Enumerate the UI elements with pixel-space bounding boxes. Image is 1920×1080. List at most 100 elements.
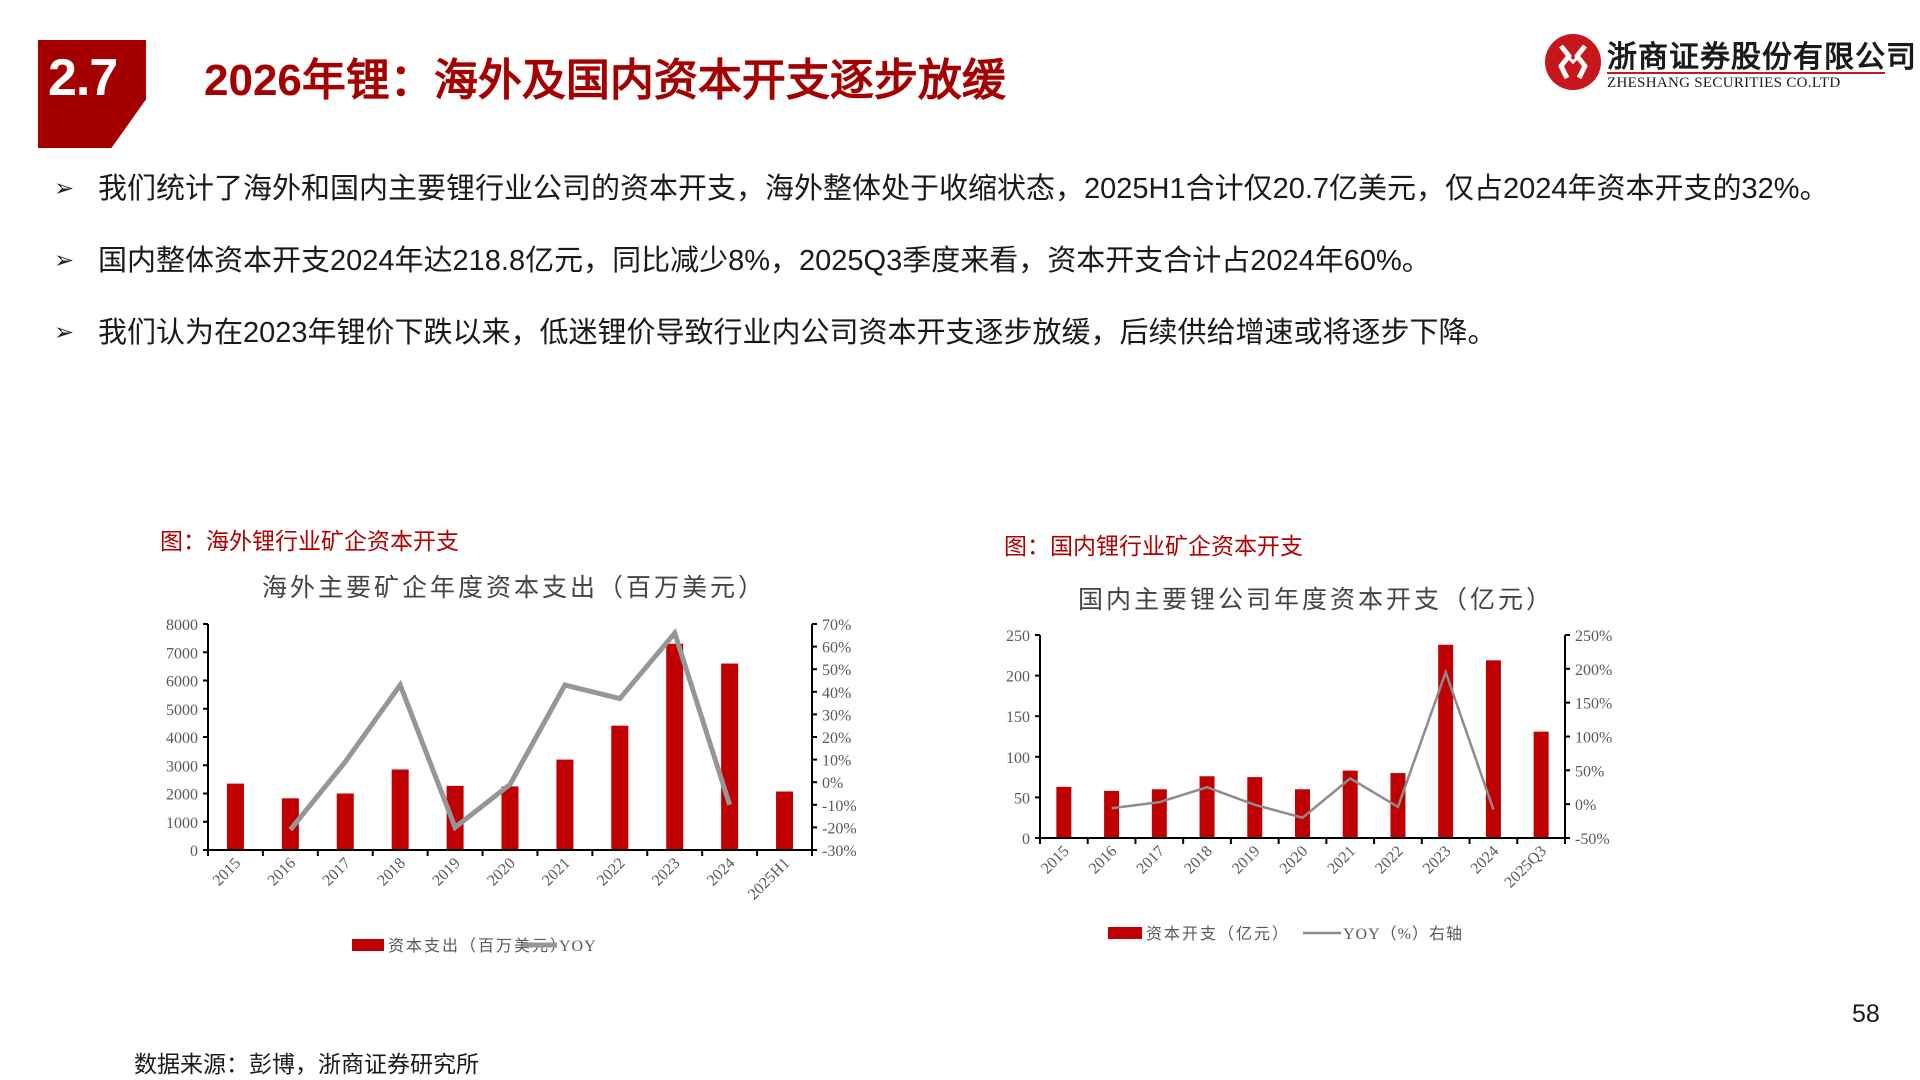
svg-text:6000: 6000 <box>166 674 198 691</box>
svg-text:2022: 2022 <box>1372 843 1407 878</box>
data-source: 数据来源：彭博，浙商证券研究所 <box>134 1051 479 1077</box>
svg-text:2018: 2018 <box>374 855 409 890</box>
bullet-item: ➢ 国内整体资本开支2024年达218.8亿元，同比减少8%，2025Q3季度来… <box>52 232 1882 290</box>
svg-text:40%: 40% <box>822 685 851 702</box>
svg-text:5000: 5000 <box>166 702 198 719</box>
svg-text:2023: 2023 <box>1420 843 1455 878</box>
section-number-badge: 2.7 <box>38 40 146 148</box>
bar-2018 <box>1199 776 1215 838</box>
svg-text:2022: 2022 <box>594 855 629 890</box>
svg-text:10%: 10% <box>822 753 851 770</box>
svg-text:150: 150 <box>1006 709 1030 726</box>
section-number: 2.7 <box>48 49 118 107</box>
chart-title: 海外主要矿企年度资本支出（百万美元） <box>262 573 767 602</box>
svg-text:2021: 2021 <box>1324 843 1359 878</box>
bar-2015 <box>226 783 244 850</box>
bar-2015 <box>1056 786 1072 838</box>
bullet-item: ➢ 我们统计了海外和国内主要锂行业公司的资本开支，海外整体处于收缩状态，2025… <box>52 160 1882 218</box>
svg-text:2017: 2017 <box>1133 843 1168 878</box>
svg-text:2019: 2019 <box>429 855 464 890</box>
yoy-line <box>288 627 733 832</box>
svg-text:250%: 250% <box>1575 628 1612 645</box>
page-title: 2026年锂：海外及国内资本开支逐步放缓 <box>204 56 1006 105</box>
svg-text:-50%: -50% <box>1575 831 1610 848</box>
svg-text:2020: 2020 <box>1277 843 1312 878</box>
svg-text:100: 100 <box>1006 750 1030 767</box>
bullet-list: ➢ 我们统计了海外和国内主要锂行业公司的资本开支，海外整体处于收缩状态，2025… <box>52 160 1882 376</box>
bar-2024 <box>1485 660 1501 838</box>
svg-text:2000: 2000 <box>166 787 198 804</box>
svg-text:2024: 2024 <box>704 855 739 890</box>
svg-text:-20%: -20% <box>822 820 857 837</box>
logo-name-en: ZHESHANG SECURITIES CO.LTD <box>1607 75 1841 91</box>
svg-text:YOY（%）右轴: YOY（%）右轴 <box>1343 925 1463 943</box>
arrow-bullet-icon: ➢ <box>54 247 75 274</box>
svg-text:200%: 200% <box>1575 662 1612 679</box>
bar-2022 <box>1390 773 1406 838</box>
svg-text:1000: 1000 <box>166 815 198 832</box>
bar-2022 <box>611 725 629 850</box>
company-logo: 浙商证券股份有限公司 ZHESHANG SECURITIES CO.LTD <box>1545 32 1916 91</box>
bar-2019 <box>1247 777 1263 838</box>
svg-text:70%: 70% <box>822 617 851 634</box>
svg-text:2019: 2019 <box>1229 843 1264 878</box>
svg-text:150%: 150% <box>1575 696 1612 713</box>
svg-text:2021: 2021 <box>539 855 574 890</box>
svg-text:2018: 2018 <box>1181 843 1216 878</box>
svg-text:2015: 2015 <box>210 855 245 890</box>
bar-2019 <box>446 785 464 850</box>
svg-text:资本开支（亿元）: 资本开支（亿元） <box>1146 925 1290 943</box>
bar-2016 <box>281 798 299 850</box>
bullet-text: 我们统计了海外和国内主要锂行业公司的资本开支，海外整体处于收缩状态，2025H1… <box>98 173 1829 205</box>
logo-emblem-icon <box>1545 34 1601 90</box>
figure-caption-overseas: 图：海外锂行业矿企资本开支 <box>160 528 459 554</box>
arrow-bullet-icon: ➢ <box>54 319 75 346</box>
bar-2023 <box>666 643 684 850</box>
svg-text:2020: 2020 <box>484 855 519 890</box>
bar-2020 <box>1295 789 1310 838</box>
svg-text:0: 0 <box>190 843 198 860</box>
bullet-text: 我们认为在2023年锂价下跌以来，低迷锂价导致行业内公司资本开支逐步放缓，后续供… <box>98 317 1497 349</box>
bar-2025H1 <box>776 791 794 850</box>
svg-text:50%: 50% <box>1575 763 1604 780</box>
svg-text:30%: 30% <box>822 707 851 724</box>
svg-text:2016: 2016 <box>265 855 300 890</box>
yoy-line <box>1111 668 1495 820</box>
svg-text:50: 50 <box>1014 790 1030 807</box>
logo-divider <box>1607 72 1885 74</box>
svg-text:2025H1: 2025H1 <box>745 855 793 903</box>
chart-title: 国内主要锂公司年度资本开支（亿元） <box>1078 585 1555 614</box>
svg-text:2024: 2024 <box>1468 843 1503 878</box>
arrow-bullet-icon: ➢ <box>54 175 75 202</box>
svg-text:0%: 0% <box>822 775 843 792</box>
bar-2017 <box>336 793 354 850</box>
bar-2025Q3 <box>1533 731 1549 838</box>
svg-text:YOY: YOY <box>559 938 597 955</box>
svg-text:7000: 7000 <box>166 645 198 662</box>
svg-text:0: 0 <box>1022 831 1030 848</box>
bullet-text: 国内整体资本开支2024年达218.8亿元，同比减少8%，2025Q3季度来看，… <box>98 245 1431 277</box>
svg-text:2015: 2015 <box>1038 843 1073 878</box>
figure-caption-domestic: 图：国内锂行业矿企资本开支 <box>1004 533 1303 559</box>
svg-text:-30%: -30% <box>822 843 857 860</box>
svg-text:资本支出（百万美元）: 资本支出（百万美元） <box>388 937 568 955</box>
svg-text:60%: 60% <box>822 640 851 657</box>
svg-text:4000: 4000 <box>166 730 198 747</box>
svg-text:2025Q3: 2025Q3 <box>1501 843 1549 891</box>
svg-text:8000: 8000 <box>166 617 198 634</box>
svg-text:-10%: -10% <box>822 798 857 815</box>
bar-2017 <box>1151 789 1167 838</box>
bar-2020 <box>501 786 519 850</box>
bullet-item: ➢ 我们认为在2023年锂价下跌以来，低迷锂价导致行业内公司资本开支逐步放缓，后… <box>52 304 1882 362</box>
logo-name-cn: 浙商证券股份有限公司 <box>1607 40 1917 75</box>
bar-2021 <box>1342 770 1358 838</box>
bar-2016 <box>1104 790 1120 838</box>
svg-text:50%: 50% <box>822 662 851 679</box>
bar-2024 <box>721 663 739 850</box>
bar-2018 <box>391 769 409 850</box>
svg-text:0%: 0% <box>1575 797 1596 814</box>
svg-text:3000: 3000 <box>166 758 198 775</box>
bar-2023 <box>1438 644 1454 838</box>
svg-text:250: 250 <box>1006 628 1030 645</box>
svg-text:2023: 2023 <box>649 855 684 890</box>
